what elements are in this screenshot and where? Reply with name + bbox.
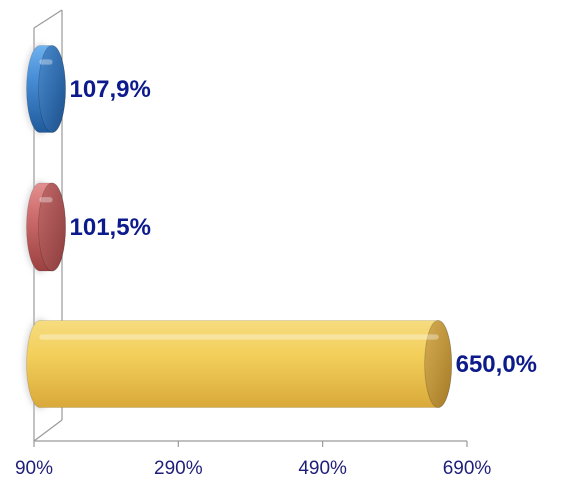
- x-tick-label: 690%: [443, 458, 492, 479]
- bar-end-cap: [38, 45, 66, 133]
- bar: [23, 181, 66, 273]
- x-tick-label: 490%: [298, 458, 347, 479]
- data-label: 107,9%: [69, 76, 150, 103]
- data-label: 650,0%: [456, 351, 537, 378]
- data-label: 101,5%: [70, 214, 151, 241]
- x-axis-ticks: 90% 290% 490% 690%: [15, 441, 491, 479]
- bar-end-cap: [38, 182, 66, 272]
- x-tick-label: 90%: [15, 458, 53, 479]
- back-wall-top-edge: [33, 9, 63, 29]
- bar: [23, 318, 453, 410]
- data-labels: 107,9% 101,5% 650,0%: [69, 76, 537, 378]
- bar: [23, 43, 66, 135]
- x-tick-label: 290%: [154, 458, 203, 479]
- bar-body: [26, 320, 452, 408]
- floor-depth-edge: [33, 419, 63, 442]
- bar-end-cap: [424, 320, 453, 408]
- bars: [23, 43, 453, 410]
